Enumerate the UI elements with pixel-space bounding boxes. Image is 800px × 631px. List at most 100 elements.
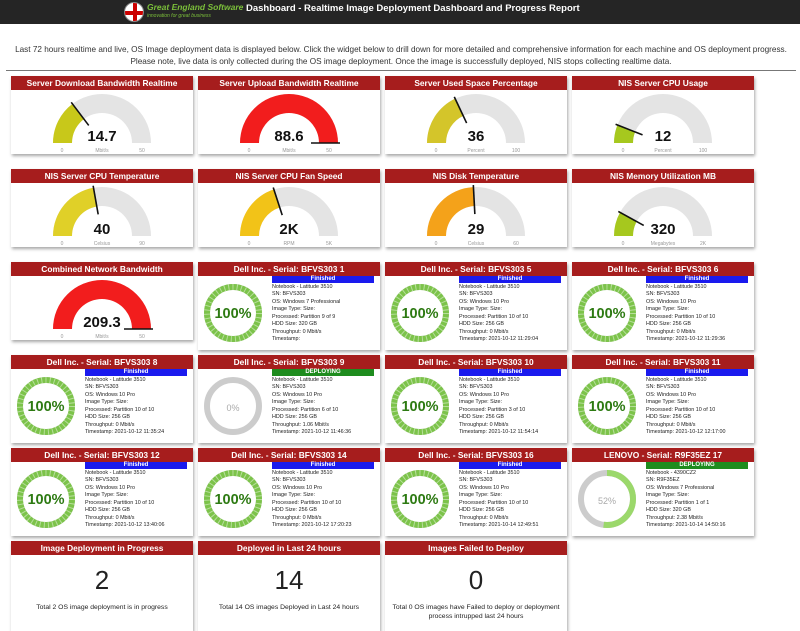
machine-detail: HDD Size: 256 GB (85, 414, 130, 420)
machine-widget[interactable]: Dell Inc. - Serial: BFVS303 9 0% DEPLOYING… (198, 355, 380, 443)
machine-widget[interactable]: Dell Inc. - Serial: BFVS303 1 100% Finishe… (198, 262, 380, 350)
machine-detail: HDD Size: 256 GB (459, 321, 504, 327)
machine-detail: Image Type: Size: (272, 492, 316, 498)
percent-label: 100% (401, 306, 438, 322)
stat-description: Total 0 OS images have Failed to deploy … (392, 604, 560, 620)
gauge-widget[interactable]: Server Used Space Percentage 36 Percent 0 10… (385, 76, 567, 154)
machine-widget[interactable]: LENOVO - Serial: R9F35EZ 17 52% DEPLOYING N… (572, 448, 754, 536)
gauge-widget[interactable]: NIS Disk Temperature 29 Celsius 0 60 (385, 169, 567, 247)
ring-dashes (578, 284, 636, 342)
gauge-widget[interactable]: Server Download Bandwidth Realtime 14.7 Mb… (11, 76, 193, 154)
gauge-min: 0 (248, 241, 251, 247)
machine-info: DEPLOYING Notebook - 4390CZ2 SN: R9F35EZ OS… (646, 462, 750, 530)
machine-detail: Throughput: 0 Mbit/s (459, 421, 509, 428)
stat-widget[interactable]: Images Failed to Deploy 0 Total 0 OS image… (385, 541, 567, 631)
machine-detail: HDD Size: 256 GB (272, 414, 317, 420)
gauge-chart: 320 Megabytes 0 2K (614, 187, 712, 247)
gauge-max: 60 (513, 241, 519, 247)
machine-widget[interactable]: Dell Inc. - Serial: BFVS303 10 100% Finish… (385, 355, 567, 443)
stat-value: 2 (94, 565, 110, 595)
logo-name: Great England Software (147, 2, 244, 12)
top-bar: Great England Software innovation for gr… (0, 0, 800, 24)
ring-progress (204, 284, 262, 342)
gauge-chart: 40 Celsius 0 90 (53, 185, 151, 247)
machine-detail: Timestamp: 2021-10-14 14:50:16 (646, 522, 726, 528)
gauge-widget[interactable]: NIS Server CPU Fan Speed 2K RPM 0 5K (198, 169, 380, 247)
gauge-min: 0 (435, 241, 438, 247)
gauge-value: 2K (279, 221, 298, 238)
machine-detail: Throughput: 0 Mbit/s (85, 421, 135, 428)
gauge-chart: 14.7 Mbit/s 0 50 (53, 94, 151, 154)
machine-detail: SN: BFVS303 (459, 477, 493, 483)
machine-detail: OS: Windows 10 Pro (272, 391, 323, 398)
machine-detail: Throughput: 2.38 Mbit/s (646, 514, 703, 521)
gauge-needle (70, 101, 90, 126)
gauge-min: 0 (61, 334, 64, 340)
gauge-unit: Celsius (94, 241, 111, 247)
machine-detail: Notebook - Latitude 3510 (85, 469, 146, 476)
gauge-widget[interactable]: NIS Server CPU Temperature 40 Celsius 0 90 (11, 169, 193, 247)
gauge-min: 0 (622, 148, 625, 154)
gauge-track (614, 94, 712, 143)
machine-detail: Image Type: Size: (459, 399, 503, 405)
widget-title: Server Used Space Percentage (385, 76, 567, 90)
machine-detail: Image Type: Size: (646, 399, 690, 405)
machine-widget[interactable]: Dell Inc. - Serial: BFVS303 12 100% Finish… (11, 448, 193, 536)
machine-detail: SN: BFVS303 (459, 384, 493, 390)
machine-detail: SN: BFVS303 (85, 384, 119, 390)
gauge-unit: Percent (467, 148, 485, 154)
machine-detail: Timestamp: 2021-10-12 11:35:24 (85, 429, 165, 435)
gauge-widget[interactable]: NIS Memory Utilization MB 320 Megabytes 0 2K (572, 169, 754, 247)
machine-info: Finished Notebook - Latitude 3510 SN: BFVS… (272, 276, 376, 344)
gauge-chart: 12 Percent 0 100 (614, 94, 712, 154)
divider (6, 70, 796, 71)
machine-detail: Throughput: 0 Mbit/s (646, 328, 696, 335)
widget-title: Server Upload Bandwidth Realtime (198, 76, 380, 90)
machine-detail: SN: BFVS303 (272, 477, 306, 483)
gauge-widget[interactable]: NIS Server CPU Usage 12 Percent 0 100 (572, 76, 754, 154)
machine-widget[interactable]: Dell Inc. - Serial: BFVS303 16 100% Finish… (385, 448, 567, 536)
machine-widget[interactable]: Dell Inc. - Serial: BFVS303 5 100% Finishe… (385, 262, 567, 350)
stat-widget[interactable]: Image Deployment in Progress 2 Total 2 OS … (11, 541, 193, 631)
machine-detail: OS: Windows 10 Pro (459, 298, 510, 305)
progress-ring: 100% (391, 284, 449, 342)
machine-widget[interactable]: Dell Inc. - Serial: BFVS303 6 100% Finishe… (572, 262, 754, 350)
machine-widget[interactable]: Dell Inc. - Serial: BFVS303 14 100% Finish… (198, 448, 380, 536)
gauge-max: 50 (139, 334, 145, 340)
widget-title: Dell Inc. - Serial: BFVS303 14 (198, 448, 380, 462)
ring-progress (17, 470, 75, 528)
machine-detail: SN: BFVS303 (646, 291, 680, 297)
gauge-chart: 2K RPM 0 5K (240, 187, 338, 247)
machine-detail: Notebook - Latitude 3510 (646, 283, 707, 290)
ring-progress (578, 470, 636, 528)
gauge-unit: RPM (283, 241, 294, 247)
widget-title: Dell Inc. - Serial: BFVS303 8 (11, 355, 193, 369)
percent-label: 100% (27, 399, 64, 415)
widget-title: Dell Inc. - Serial: BFVS303 9 (198, 355, 380, 369)
ring-dashes (204, 284, 262, 342)
machine-detail: Throughput: 0 Mbit/s (459, 514, 509, 521)
machine-detail: Image Type: Size: (85, 399, 129, 405)
gauge-widget[interactable]: Combined Network Bandwidth 209.3 Mbit/s 0 50 (11, 262, 193, 340)
machine-detail: Image Type: Size: (272, 399, 316, 405)
widget-title: Dell Inc. - Serial: BFVS303 6 (572, 262, 754, 276)
machine-widget[interactable]: Dell Inc. - Serial: BFVS303 11 100% Finish… (572, 355, 754, 443)
status-badge: Finished (85, 462, 187, 469)
gauge-min: 0 (435, 148, 438, 154)
machine-widget[interactable]: Dell Inc. - Serial: BFVS303 8 100% Finishe… (11, 355, 193, 443)
ring-dashes (391, 377, 449, 435)
machine-detail: Timestamp: 2021-10-14 12:49:51 (459, 522, 539, 528)
machine-detail: Image Type: Size: (272, 306, 316, 312)
machine-detail: Timestamp: (272, 336, 300, 342)
machine-detail: SN: R9F35EZ (646, 477, 680, 483)
gauge-unit: Mbit/s (95, 334, 109, 340)
widget-title: Dell Inc. - Serial: BFVS303 10 (385, 355, 567, 369)
stat-widget[interactable]: Deployed in Last 24 hours 14 Total 14 OS i… (198, 541, 380, 631)
gauge-value: 12 (655, 128, 672, 145)
company-logo[interactable]: Great England Software innovation for gr… (124, 2, 244, 22)
gauge-min: 0 (622, 241, 625, 247)
gauge-widget[interactable]: Server Upload Bandwidth Realtime 88.6 Mbit… (198, 76, 380, 154)
percent-label: 0% (226, 403, 239, 413)
machine-info: Finished Notebook - Latitude 3510 SN: BFVS… (85, 369, 189, 437)
machine-detail: Notebook - Latitude 3510 (459, 283, 520, 290)
